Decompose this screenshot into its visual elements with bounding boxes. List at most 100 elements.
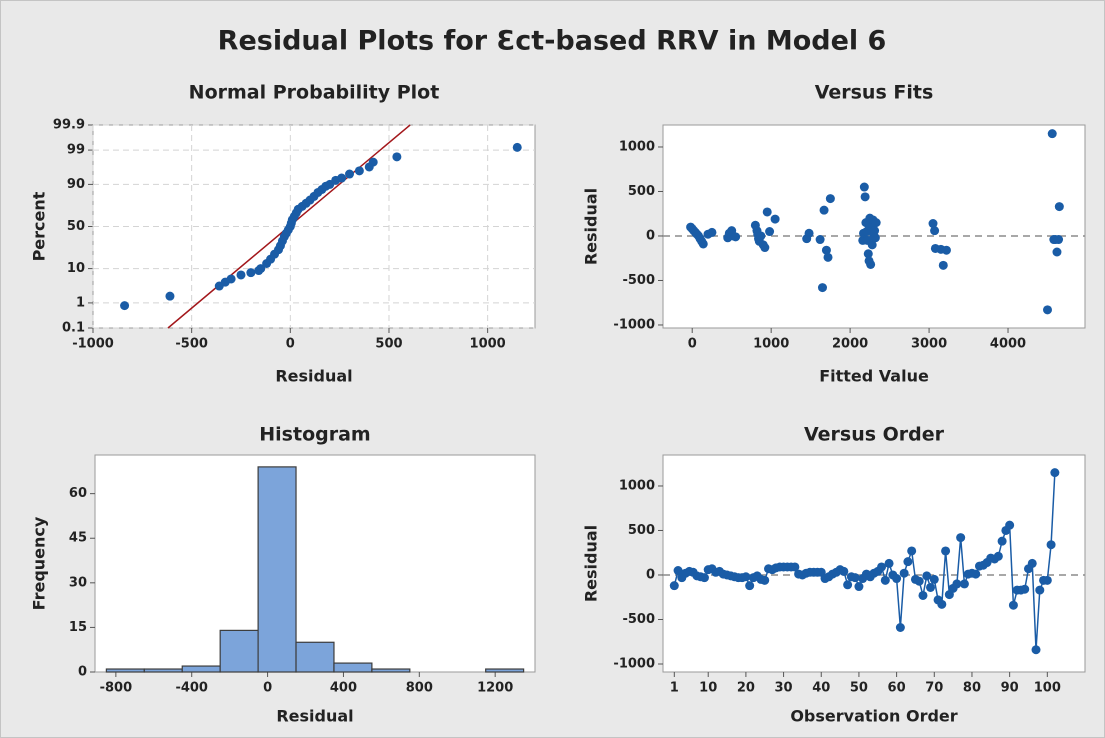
point	[1047, 129, 1057, 139]
x-axis-label: Observation Order	[790, 707, 957, 726]
point	[699, 573, 709, 583]
point	[854, 582, 864, 592]
point	[871, 218, 881, 228]
point	[790, 562, 800, 572]
x-tick-label: 40	[812, 681, 830, 696]
x-tick-label: -400	[175, 681, 208, 696]
x-tick-label: 1000	[470, 337, 506, 352]
point	[899, 568, 909, 578]
point	[1027, 558, 1037, 568]
x-tick-label: 400	[330, 681, 357, 696]
point	[1050, 468, 1060, 478]
point	[1052, 247, 1062, 257]
point	[1008, 600, 1018, 610]
point	[930, 226, 940, 236]
point	[877, 562, 887, 572]
bar	[295, 641, 335, 673]
y-tick-label: 500	[628, 523, 655, 538]
bar	[333, 662, 373, 673]
point	[673, 566, 683, 576]
bar	[371, 668, 411, 673]
point	[1035, 585, 1045, 595]
x-tick-label: 20	[737, 681, 755, 696]
y-tick-label: 1	[76, 295, 85, 310]
point	[765, 227, 775, 237]
point	[707, 227, 717, 237]
point	[903, 557, 913, 567]
x-tick-label: -800	[100, 681, 133, 696]
point	[804, 228, 814, 238]
point	[698, 239, 708, 249]
panel-title: Versus Fits	[815, 82, 934, 104]
y-tick-label: -1000	[613, 317, 655, 332]
point	[870, 233, 880, 243]
panel-title: Versus Order	[804, 424, 945, 446]
point	[1042, 305, 1052, 315]
point	[941, 245, 951, 255]
point	[1046, 540, 1056, 550]
y-tick-label: 0	[646, 228, 655, 243]
point	[926, 582, 936, 592]
point	[918, 590, 928, 600]
y-axis-label: Residual	[582, 525, 601, 602]
x-tick-label: 0	[263, 681, 272, 696]
x-tick-label: 2000	[832, 337, 868, 352]
bar	[485, 668, 525, 673]
point	[922, 571, 932, 581]
y-tick-label: 30	[69, 575, 87, 590]
x-axis-label: Fitted Value	[819, 367, 929, 386]
point	[345, 169, 355, 179]
x-tick-label: 1000	[753, 337, 789, 352]
point	[843, 580, 853, 590]
y-tick-label: 0	[78, 665, 87, 680]
bar	[181, 665, 221, 673]
y-tick-label: 500	[628, 184, 655, 199]
plot-area	[94, 454, 536, 673]
point	[956, 533, 966, 543]
point	[512, 142, 522, 152]
x-tick-label: 70	[925, 681, 943, 696]
y-tick-label: 45	[69, 531, 87, 546]
point	[941, 546, 951, 556]
point	[914, 576, 924, 586]
point	[993, 551, 1003, 561]
x-tick-label: 10	[699, 681, 717, 696]
point	[859, 182, 869, 192]
x-tick-label: 800	[406, 681, 433, 696]
point	[337, 173, 347, 183]
x-tick-label: 30	[775, 681, 793, 696]
y-axis-label: Percent	[30, 191, 49, 261]
y-tick-label: 50	[67, 219, 85, 234]
x-tick-label: 80	[963, 681, 981, 696]
y-tick-label: 90	[67, 177, 85, 192]
point	[839, 566, 849, 576]
point	[1054, 235, 1064, 245]
point	[884, 558, 894, 568]
x-tick-label: 50	[850, 681, 868, 696]
point	[817, 283, 827, 293]
point	[226, 274, 236, 284]
point	[745, 581, 755, 591]
x-tick-label: 1	[670, 681, 679, 696]
point	[1042, 575, 1052, 585]
point	[997, 536, 1007, 546]
figure-title: Residual Plots for Ɛct-based RRV in Mode…	[218, 26, 887, 57]
point	[760, 243, 770, 253]
bar	[257, 466, 297, 673]
point	[880, 575, 890, 585]
point	[937, 599, 947, 609]
point	[741, 572, 751, 582]
point	[246, 268, 256, 278]
y-tick-label: -500	[622, 273, 655, 288]
y-tick-label: 60	[69, 486, 87, 501]
point	[165, 291, 175, 301]
y-tick-label: 10	[67, 261, 85, 276]
point	[860, 192, 870, 202]
y-tick-label: -1000	[613, 656, 655, 671]
point	[1031, 645, 1041, 655]
point	[850, 573, 860, 583]
y-tick-label: 99	[67, 143, 85, 158]
plot-area	[662, 454, 1086, 673]
point	[354, 166, 364, 176]
